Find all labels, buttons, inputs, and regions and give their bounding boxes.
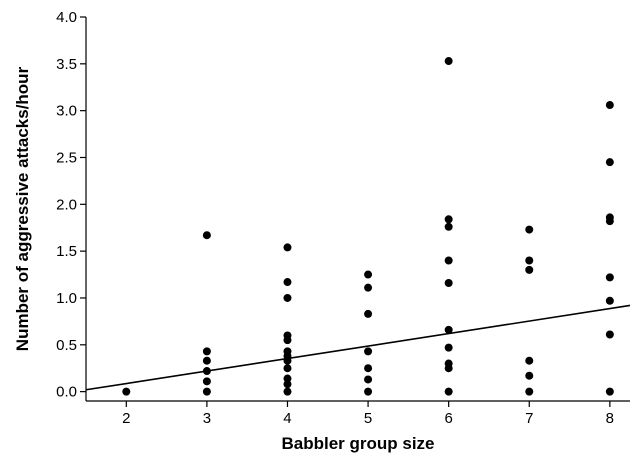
data-point xyxy=(364,387,373,396)
y-axis-title: Number of aggressive attacks/hour xyxy=(13,66,32,351)
y-tick-label: 0.5 xyxy=(56,337,77,354)
data-point xyxy=(364,375,373,384)
data-point xyxy=(444,364,453,373)
y-tick-label: 2.5 xyxy=(56,149,77,166)
x-tick-label: 3 xyxy=(203,410,211,427)
data-point xyxy=(444,343,453,352)
y-tick-label: 1.0 xyxy=(56,290,77,307)
x-tick-label: 7 xyxy=(525,410,533,427)
x-tick-label: 4 xyxy=(283,410,291,427)
data-point xyxy=(364,309,373,318)
y-tick-label: 2.0 xyxy=(56,196,77,213)
data-point xyxy=(525,371,534,380)
data-point xyxy=(444,215,453,224)
data-point xyxy=(605,217,614,226)
data-point xyxy=(364,283,373,292)
data-point xyxy=(122,387,131,396)
data-point xyxy=(202,367,211,376)
data-point xyxy=(283,364,292,373)
data-point xyxy=(525,225,534,234)
data-point xyxy=(605,273,614,282)
data-point xyxy=(364,364,373,373)
x-tick-label: 6 xyxy=(444,410,452,427)
data-point xyxy=(444,387,453,396)
trend-line xyxy=(85,304,631,391)
data-point xyxy=(364,347,373,356)
y-axis-ticks: 0.0 0.5 1.0 1.5 2.0 2.5 3.0 3.5 4.0 xyxy=(56,9,86,401)
data-points xyxy=(122,57,614,396)
data-point xyxy=(444,256,453,265)
y-tick-label: 4.0 xyxy=(56,9,77,26)
data-point xyxy=(202,347,211,356)
axes xyxy=(85,17,630,402)
data-point xyxy=(605,330,614,339)
data-point xyxy=(444,278,453,287)
y-tick-label: 1.5 xyxy=(56,243,77,260)
data-point xyxy=(525,265,534,274)
data-point xyxy=(283,243,292,252)
data-point xyxy=(283,336,292,345)
data-point xyxy=(444,57,453,66)
data-point xyxy=(444,325,453,334)
y-tick-label: 3.0 xyxy=(56,103,77,120)
x-tick-label: 8 xyxy=(606,410,614,427)
data-point xyxy=(283,293,292,302)
x-axis-ticks: 2 3 4 5 6 7 8 xyxy=(122,401,614,427)
y-tick-label: 3.5 xyxy=(56,56,77,73)
data-point xyxy=(364,270,373,279)
data-point xyxy=(202,387,211,396)
x-tick-label: 2 xyxy=(122,410,130,427)
data-point xyxy=(444,222,453,231)
data-point xyxy=(283,356,292,365)
data-point xyxy=(202,377,211,386)
data-point xyxy=(605,296,614,305)
data-point xyxy=(605,158,614,167)
x-axis-title: Babbler group size xyxy=(281,434,434,453)
data-point xyxy=(202,356,211,365)
data-point xyxy=(525,387,534,396)
data-point xyxy=(605,101,614,110)
data-point xyxy=(283,387,292,396)
data-point xyxy=(283,374,292,383)
data-point xyxy=(605,387,614,396)
x-tick-label: 5 xyxy=(364,410,372,427)
data-point xyxy=(283,380,292,389)
y-tick-label: 0.0 xyxy=(56,384,77,401)
data-point xyxy=(525,356,534,365)
data-point xyxy=(525,256,534,265)
data-point xyxy=(202,231,211,240)
data-point xyxy=(283,278,292,287)
